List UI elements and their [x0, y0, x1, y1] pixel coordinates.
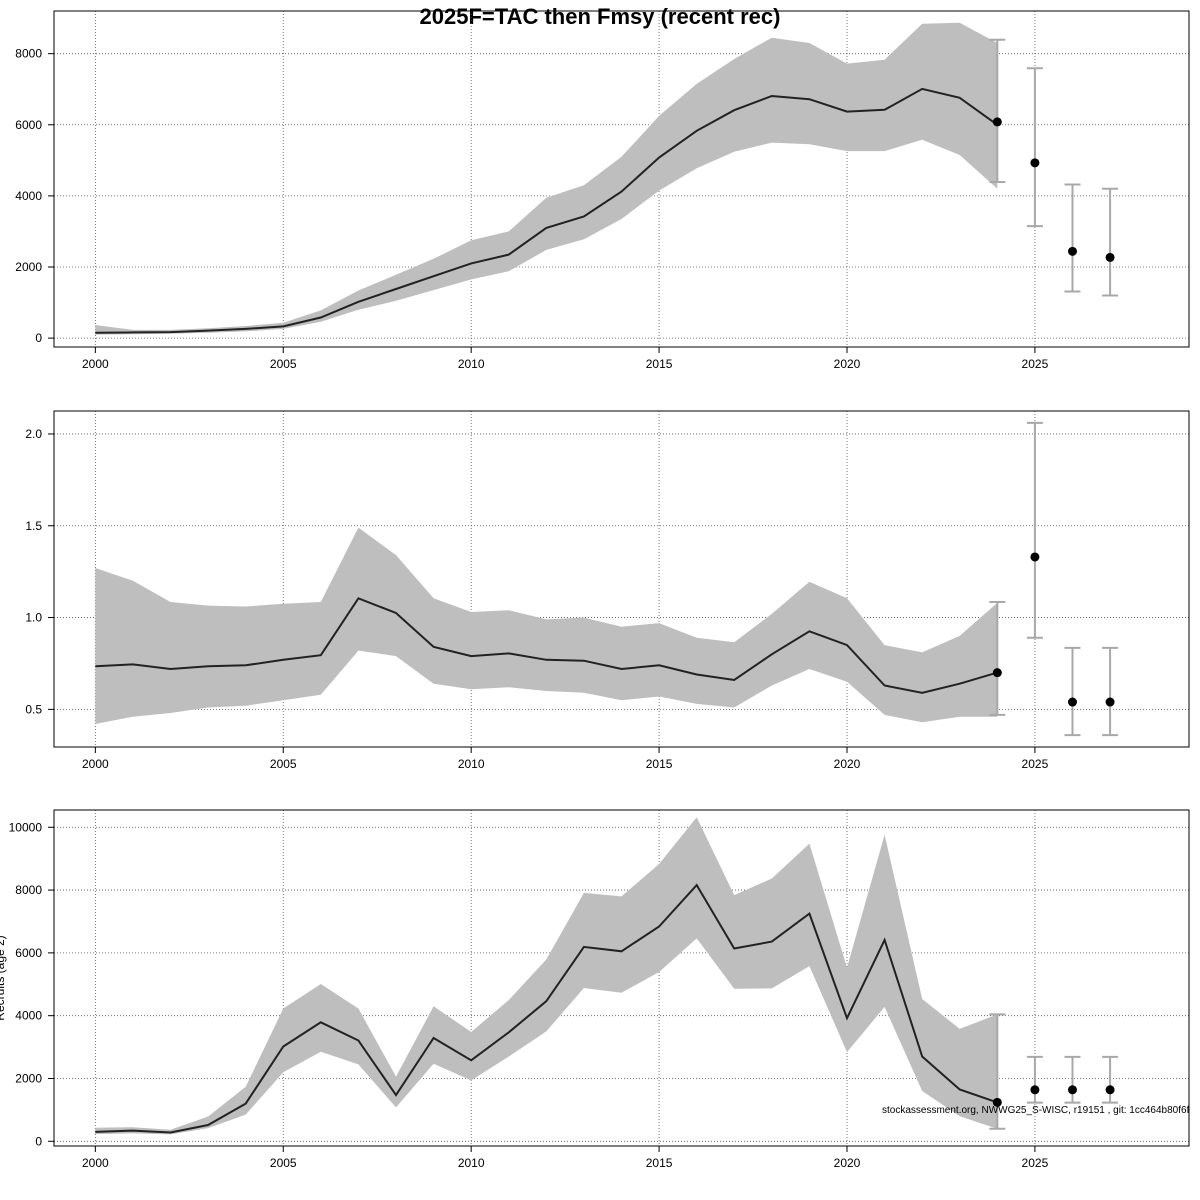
x-tick-label: 2015	[646, 757, 673, 771]
y-tick-label: 6000	[15, 946, 42, 960]
y-tick-label: 2000	[15, 1071, 42, 1085]
x-tick-label: 2005	[270, 357, 297, 371]
estimate-line	[95, 597, 998, 694]
x-tick-label: 2000	[82, 1156, 109, 1170]
forecast-point	[1105, 1085, 1115, 1095]
forecast-point	[992, 668, 1002, 678]
y-tick-label: 1.0	[25, 611, 42, 625]
x-tick-label: 2020	[834, 357, 861, 371]
x-tick-label: 2015	[646, 1156, 673, 1170]
recruits-panel: 2000 2005 2010 2015 2020 2025 0 2000 4000 6000 800…	[0, 809, 1190, 1170]
forecast-errorbar	[989, 1013, 1006, 1130]
forecast-errorbar	[1026, 1055, 1043, 1104]
x-tick-label: 2000	[82, 357, 109, 371]
forecast-point	[1030, 552, 1040, 562]
x-tick-label: 2025	[1022, 757, 1049, 771]
forecast-errorbar	[989, 38, 1006, 184]
plot-frame	[53, 809, 1190, 1147]
forecast-point	[1105, 252, 1115, 262]
forecast-point	[1030, 158, 1040, 168]
y-tick-label: 0.5	[25, 702, 42, 716]
plot-frame	[53, 10, 1190, 348]
x-tick-label: 2025	[1022, 357, 1049, 371]
forecast-point	[992, 1097, 1002, 1107]
footnote: stockassessment.org, NWWG25_S-WISC, r191…	[882, 1105, 1190, 1116]
y-tick-label: 8000	[15, 47, 42, 61]
x-tick-label: 2010	[458, 357, 485, 371]
y-tick-label: 10000	[9, 820, 43, 834]
confidence-band	[95, 817, 998, 1135]
estimate-line	[95, 883, 998, 1134]
forecast-point	[1067, 1085, 1077, 1095]
forecast-errorbar	[1064, 1055, 1081, 1104]
forecast-point	[1067, 246, 1077, 256]
forecast-point	[1105, 697, 1115, 707]
estimate-line	[95, 87, 998, 334]
ssb-panel: 2000 2005 2010 2015 2020 2025 0 2000 4000 6000 800…	[15, 10, 1190, 371]
x-tick-label: 2000	[82, 757, 109, 771]
forecast-errorbar	[1026, 421, 1043, 639]
y-tick-label: 2000	[15, 260, 42, 274]
y-axis-title: Recruits (age 2)	[0, 935, 7, 1020]
confidence-band	[95, 22, 998, 335]
forecast-errorbar	[1026, 67, 1043, 228]
y-tick-label: 6000	[15, 118, 42, 132]
plot-frame	[53, 410, 1190, 748]
forecast-errorbar	[1102, 646, 1119, 737]
y-tick-label: 4000	[15, 1009, 42, 1023]
x-tick-label: 2010	[458, 757, 485, 771]
forecast-errorbar	[1064, 183, 1081, 293]
f-panel: 2000 2005 2010 2015 2020 2025 0.5 1.0 1.5 2.0	[25, 410, 1190, 771]
confidence-band	[95, 527, 998, 724]
forecast-errorbar	[989, 600, 1006, 716]
x-tick-label: 2005	[270, 1156, 297, 1170]
chart-title: 2025F=TAC then Fmsy (recent rec)	[420, 4, 781, 29]
forecast-errorbar	[1102, 187, 1119, 297]
y-tick-label: 0	[35, 331, 42, 345]
y-tick-label: 0	[35, 1134, 42, 1148]
y-tick-label: 4000	[15, 189, 42, 203]
forecast-errorbar	[1064, 646, 1081, 737]
y-tick-label: 2.0	[25, 427, 42, 441]
x-tick-label: 2005	[270, 757, 297, 771]
x-tick-label: 2025	[1022, 1156, 1049, 1170]
forecast-errorbar	[1102, 1055, 1119, 1104]
x-tick-label: 2015	[646, 357, 673, 371]
y-tick-label: 1.5	[25, 519, 42, 533]
x-tick-label: 2010	[458, 1156, 485, 1170]
forecast-point	[992, 117, 1002, 127]
forecast-point	[1030, 1085, 1040, 1095]
forecast-point	[1067, 697, 1077, 707]
x-tick-label: 2020	[834, 757, 861, 771]
x-tick-label: 2020	[834, 1156, 861, 1170]
y-tick-label: 8000	[15, 883, 42, 897]
